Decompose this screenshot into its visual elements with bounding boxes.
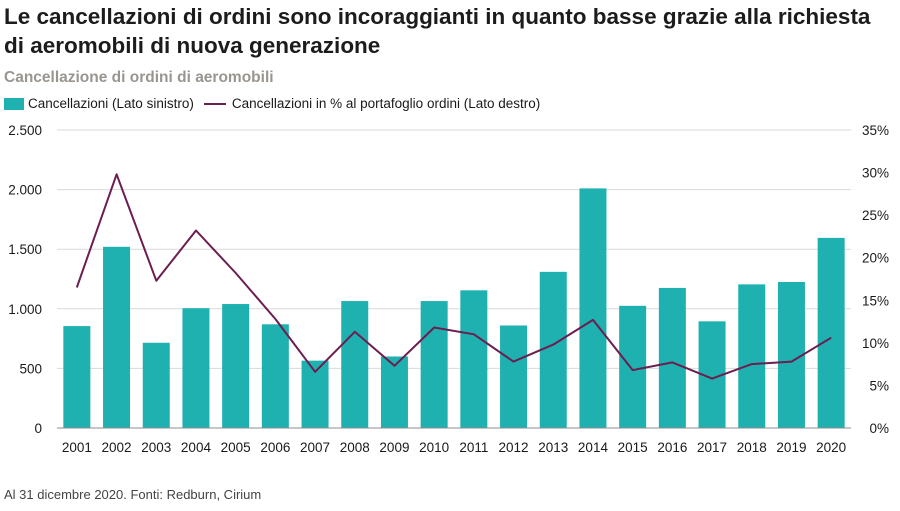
series-line bbox=[75, 173, 832, 380]
footnote: Al 31 dicembre 2020. Fonti: Redburn, Cir… bbox=[4, 487, 262, 502]
y-left-tick-label: 1.500 bbox=[8, 242, 42, 257]
legend-item-bars: Cancellazioni (Lato sinistro) bbox=[4, 96, 194, 111]
x-tick-label: 2014 bbox=[578, 440, 609, 455]
legend-line-swatch bbox=[203, 102, 226, 105]
x-tick-label: 2010 bbox=[419, 440, 449, 455]
bar bbox=[380, 356, 408, 428]
x-tick-label: 2013 bbox=[538, 440, 568, 455]
y-left-tick-label: 0 bbox=[34, 421, 42, 436]
bar bbox=[222, 304, 250, 428]
y-right-tick-label: 30% bbox=[862, 166, 889, 181]
x-tick-label: 2012 bbox=[499, 440, 529, 455]
chart-subtitle: Cancellazione di ordini di aeromobili bbox=[4, 69, 274, 86]
bar bbox=[738, 284, 766, 428]
bar bbox=[658, 287, 686, 428]
y-right-tick-label: 20% bbox=[862, 251, 889, 266]
x-tick-label: 2003 bbox=[141, 440, 171, 455]
x-tick-label: 2017 bbox=[697, 440, 727, 455]
y-right-tick-label: 10% bbox=[862, 336, 889, 351]
bar bbox=[777, 281, 805, 428]
x-tick-label: 2006 bbox=[260, 440, 290, 455]
x-tick-label: 2001 bbox=[62, 440, 92, 455]
y-right-tick-label: 35% bbox=[862, 123, 889, 138]
y-left-tick-label: 2.500 bbox=[8, 123, 42, 138]
bar bbox=[460, 290, 488, 428]
x-tick-label: 2004 bbox=[181, 440, 212, 455]
y-left-tick-label: 1.000 bbox=[8, 302, 42, 317]
y-left-tick-label: 2.000 bbox=[8, 183, 42, 198]
x-tick-label: 2009 bbox=[379, 440, 409, 455]
bar bbox=[539, 271, 567, 428]
bar bbox=[182, 308, 210, 428]
legend-bar-swatch bbox=[4, 97, 24, 110]
y-right-tick-label: 5% bbox=[869, 378, 889, 393]
legend-bar-label: Cancellazioni (Lato sinistro) bbox=[28, 96, 194, 111]
bar bbox=[261, 324, 289, 428]
legend: Cancellazioni (Lato sinistro) Cancellazi… bbox=[4, 96, 550, 111]
bar bbox=[420, 301, 448, 428]
bar bbox=[103, 246, 131, 428]
x-tick-label: 2002 bbox=[102, 440, 132, 455]
bar bbox=[142, 342, 170, 428]
bar bbox=[63, 326, 91, 428]
bar bbox=[579, 188, 607, 428]
x-tick-label: 2005 bbox=[221, 440, 251, 455]
y-right-tick-label: 15% bbox=[862, 293, 889, 308]
bar bbox=[619, 305, 647, 428]
x-tick-label: 2011 bbox=[459, 440, 488, 455]
chart-title: Le cancellazioni di ordini sono incoragg… bbox=[4, 4, 871, 58]
x-tick-label: 2016 bbox=[657, 440, 687, 455]
bar bbox=[500, 325, 528, 428]
x-tick-label: 2015 bbox=[618, 440, 648, 455]
y-right-tick-label: 0% bbox=[869, 421, 889, 436]
y-right-tick-label: 25% bbox=[862, 208, 889, 223]
x-tick-label: 2007 bbox=[300, 440, 330, 455]
x-tick-label: 2020 bbox=[816, 440, 846, 455]
x-tick-label: 2018 bbox=[737, 440, 767, 455]
legend-item-line: Cancellazioni in % al portafoglio ordini… bbox=[203, 96, 541, 111]
y-left-tick-label: 500 bbox=[19, 361, 42, 376]
bar bbox=[341, 301, 369, 428]
legend-line-label: Cancellazioni in % al portafoglio ordini… bbox=[231, 96, 541, 111]
x-tick-label: 2008 bbox=[340, 440, 370, 455]
x-tick-label: 2019 bbox=[776, 440, 806, 455]
bar bbox=[817, 237, 845, 428]
